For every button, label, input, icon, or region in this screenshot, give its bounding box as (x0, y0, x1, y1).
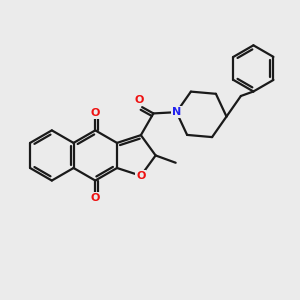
Text: N: N (172, 107, 181, 117)
Text: O: O (91, 108, 100, 118)
Text: O: O (91, 193, 100, 203)
Text: O: O (134, 94, 143, 105)
Text: O: O (136, 171, 146, 181)
